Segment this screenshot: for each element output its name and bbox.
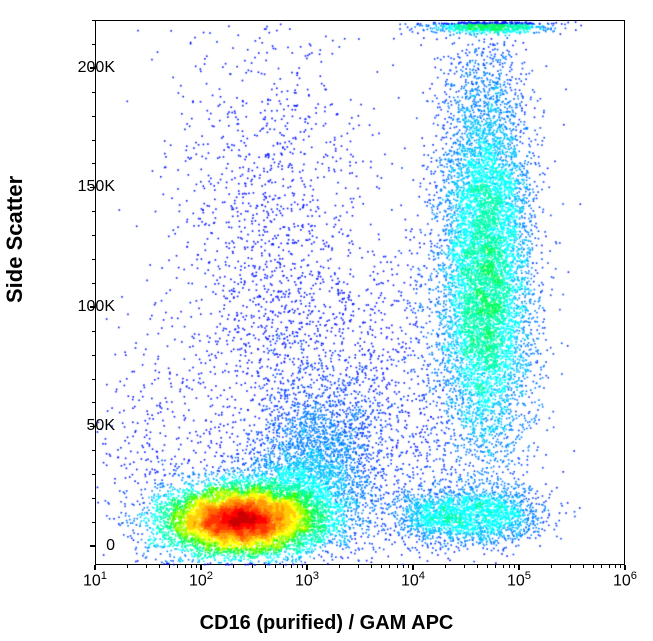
x-minor-tick — [487, 565, 488, 568]
x-minor-tick — [159, 565, 160, 568]
x-minor-tick — [381, 565, 382, 568]
x-minor-tick — [185, 565, 186, 568]
y-axis-label: Side Scatter — [2, 176, 28, 303]
y-minor-tick — [92, 402, 95, 403]
x-tick-label: 104 — [401, 570, 425, 590]
x-minor-tick — [252, 565, 253, 568]
y-minor-tick — [92, 522, 95, 523]
x-minor-tick — [265, 565, 266, 568]
y-minor-tick — [92, 474, 95, 475]
y-minor-tick — [92, 450, 95, 451]
x-minor-tick — [275, 565, 276, 568]
x-minor-tick — [358, 565, 359, 568]
x-minor-tick — [514, 565, 515, 568]
y-minor-tick — [92, 379, 95, 380]
y-minor-tick — [92, 331, 95, 332]
y-minor-tick — [92, 163, 95, 164]
x-minor-tick — [291, 565, 292, 568]
x-axis-label: CD16 (purified) / GAM APC — [0, 612, 653, 635]
y-minor-tick — [92, 498, 95, 499]
y-tick-label: 200K — [65, 59, 115, 77]
x-minor-tick — [371, 565, 372, 568]
y-minor-tick — [92, 211, 95, 212]
x-minor-tick — [551, 565, 552, 568]
x-minor-tick — [297, 565, 298, 568]
x-minor-tick — [570, 565, 571, 568]
x-tick-label: 102 — [189, 570, 213, 590]
y-minor-tick — [92, 235, 95, 236]
x-minor-tick — [408, 565, 409, 568]
x-minor-tick — [283, 565, 284, 568]
x-minor-tick — [302, 565, 303, 568]
x-minor-tick — [127, 565, 128, 568]
x-minor-tick — [503, 565, 504, 568]
x-minor-tick — [403, 565, 404, 568]
x-tick-label: 105 — [507, 570, 531, 590]
y-minor-tick — [92, 92, 95, 93]
x-minor-tick — [389, 565, 390, 568]
x-minor-tick — [397, 565, 398, 568]
x-minor-tick — [509, 565, 510, 568]
y-minor-tick — [92, 283, 95, 284]
y-tick-label: 100K — [65, 298, 115, 316]
y-minor-tick — [92, 20, 95, 21]
x-minor-tick — [601, 565, 602, 568]
x-minor-tick — [191, 565, 192, 568]
x-minor-tick — [464, 565, 465, 568]
x-minor-tick — [146, 565, 147, 568]
x-minor-tick — [339, 565, 340, 568]
y-minor-tick — [92, 116, 95, 117]
y-minor-tick — [92, 259, 95, 260]
x-minor-tick — [583, 565, 584, 568]
x-tick-label: 101 — [83, 570, 107, 590]
y-minor-tick — [92, 355, 95, 356]
y-tick-label: 0 — [65, 537, 115, 555]
x-minor-tick — [620, 565, 621, 568]
chart-container — [95, 20, 625, 565]
x-minor-tick — [609, 565, 610, 568]
x-minor-tick — [495, 565, 496, 568]
x-minor-tick — [233, 565, 234, 568]
y-tick-label: 150K — [65, 178, 115, 196]
x-minor-tick — [169, 565, 170, 568]
x-minor-tick — [177, 565, 178, 568]
x-minor-tick — [615, 565, 616, 568]
y-tick-label: 50K — [65, 417, 115, 435]
x-minor-tick — [477, 565, 478, 568]
x-minor-tick — [445, 565, 446, 568]
x-tick-label: 103 — [295, 570, 319, 590]
x-minor-tick — [196, 565, 197, 568]
x-minor-tick — [593, 565, 594, 568]
x-tick-label: 106 — [613, 570, 637, 590]
y-minor-tick — [92, 140, 95, 141]
plot-area — [95, 20, 625, 565]
y-minor-tick — [92, 44, 95, 45]
scatter-canvas — [96, 21, 626, 566]
